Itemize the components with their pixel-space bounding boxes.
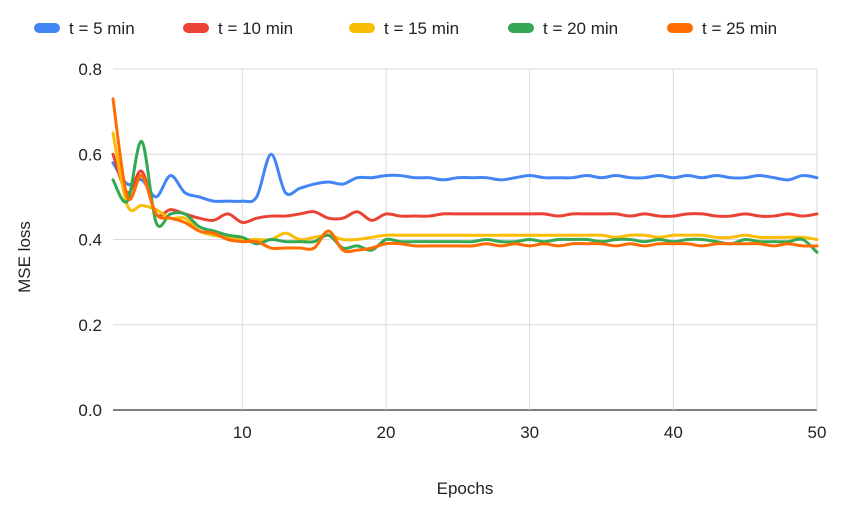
legend-item: t = 5 min [34,19,135,38]
legend-item: t = 25 min [667,19,777,38]
legend-swatch [183,23,209,33]
series-line-4 [111,139,819,254]
x-tick-label: 30 [520,423,539,442]
y-tick-label: 0.6 [78,145,102,164]
legend-label: t = 10 min [218,19,293,38]
legend-label: t = 20 min [543,19,618,38]
y-tick-label: 0.4 [78,231,102,250]
x-tick-label: 10 [233,423,252,442]
legend-item: t = 20 min [508,19,618,38]
legend-label: t = 5 min [69,19,135,38]
x-tick-label: 40 [664,423,683,442]
legend-item: t = 15 min [349,19,459,38]
series-line-3 [111,131,819,242]
x-axis-title: Epochs [437,479,494,498]
series-lines [111,97,819,254]
legend-swatch [34,23,60,33]
y-tick-label: 0.8 [78,60,102,79]
y-tick-label: 0.0 [78,401,102,420]
legend-label: t = 15 min [384,19,459,38]
x-tick-label: 50 [808,423,827,442]
legend-label: t = 25 min [702,19,777,38]
series-line-2 [111,152,819,225]
legend-item: t = 10 min [183,19,293,38]
legend: t = 5 min t = 10 min t = 15 min t = 20 min t… [34,19,777,38]
y-axis-ticks: 0.0 0.2 0.4 0.6 0.8 [78,60,102,420]
x-tick-label: 20 [377,423,396,442]
series-line-5 [111,97,819,254]
y-axis-title: MSE loss [15,221,34,293]
series-line-1 [111,152,819,204]
y-tick-label: 0.2 [78,316,102,335]
legend-swatch [508,23,534,33]
legend-swatch [667,23,693,33]
x-axis-ticks: 10 20 30 40 50 [233,423,827,442]
legend-swatch [349,23,375,33]
